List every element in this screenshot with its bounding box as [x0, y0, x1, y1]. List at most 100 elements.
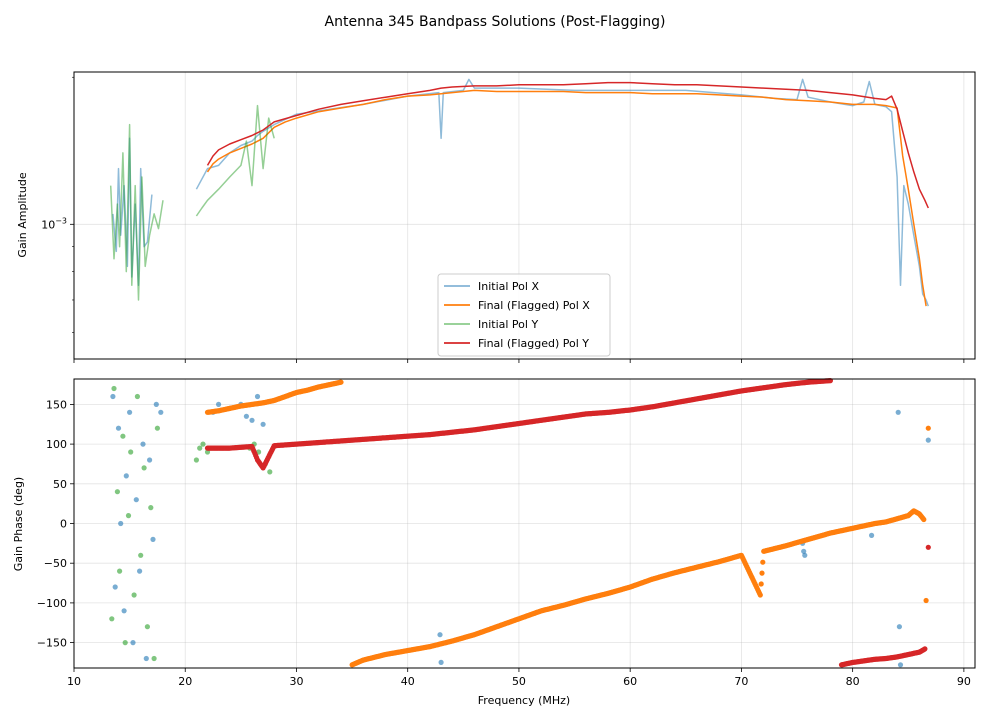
phase-y-label: Gain Phase (deg) [12, 477, 25, 571]
legend-label-initial-pol-y: Initial Pol Y [478, 318, 538, 331]
phase-point [896, 624, 903, 630]
phase-point [757, 592, 763, 598]
phase-point [117, 568, 123, 574]
phase-point [114, 489, 120, 495]
phase-point [260, 421, 266, 427]
phase-scatter-initial-pol-x [110, 393, 931, 668]
phase-point [193, 457, 199, 463]
phase-xtick-label-70: 70 [734, 675, 748, 688]
phase-point [130, 640, 136, 646]
phase-point [134, 393, 140, 400]
phase-point [925, 437, 931, 443]
phase-point [144, 624, 150, 630]
phase-ytick-label-100: 100 [46, 438, 67, 451]
phase-point [438, 659, 444, 666]
phase-point [760, 559, 766, 565]
phase-point [150, 536, 156, 543]
phase-point [133, 497, 139, 503]
phase-point [925, 425, 931, 431]
amplitude-line-initial-pol-y [109, 104, 275, 301]
legend-label-final-flagged-pol-y: Final (Flagged) Pol Y [478, 337, 589, 350]
phase-point [118, 520, 124, 527]
figure-title: Antenna 345 Bandpass Solutions (Post-Fla… [325, 14, 666, 30]
amplitude-y-label: Gain Amplitude [16, 172, 29, 257]
phase-x-label: Frequency (MHz) [478, 694, 570, 707]
phase-point [141, 465, 147, 471]
amplitude-axes-frame [73, 71, 976, 360]
phase-point [111, 385, 117, 392]
phase-point [869, 532, 875, 539]
phase-point [148, 505, 154, 511]
phase-point [140, 441, 146, 447]
phase-point [112, 584, 118, 590]
phase-point [137, 568, 143, 574]
phase-point [127, 409, 133, 415]
phase-panel: 10 20 30 40 50 60 70 80 90 −150 −100 −50 0 50 100 150 G… [12, 378, 976, 707]
phase-scatter-final-flagged-pol-y [204, 378, 931, 668]
phase-point [338, 379, 344, 385]
phase-xtick-label-90: 90 [957, 675, 971, 688]
phase-point [147, 457, 153, 463]
phase-point [895, 409, 901, 415]
phase-xtick-label-60: 60 [623, 675, 637, 688]
phase-point [115, 425, 122, 431]
phase-point [897, 662, 904, 668]
phase-point [204, 449, 211, 455]
phase-point [128, 449, 134, 455]
phase-ytick-label-50: 50 [53, 478, 67, 491]
phase-point [200, 441, 206, 447]
amplitude-line-final-flagged-pol-y [206, 81, 929, 209]
phase-series-group [109, 378, 931, 668]
phase-point [759, 570, 765, 576]
phase-xtick-label-80: 80 [846, 675, 860, 688]
phase-point [158, 409, 164, 415]
phase-point [151, 655, 157, 662]
legend-box [437, 273, 611, 357]
legend-label-initial-pol-x: Initial Pol X [478, 280, 539, 293]
phase-point [923, 597, 929, 604]
phase-axes-frame [73, 378, 976, 669]
phase-point [249, 417, 255, 423]
phase-point [123, 473, 129, 479]
phase-point [801, 548, 807, 554]
phase-point [758, 581, 764, 587]
phase-ytick-label-150: 150 [46, 398, 67, 411]
phase-point [921, 516, 927, 523]
amplitude-series-group [109, 78, 930, 307]
phase-point [197, 445, 203, 451]
phase-point [922, 646, 928, 652]
phase-point [254, 393, 261, 400]
legend: Initial Pol X Final (Flagged) Pol X Initia… [437, 273, 611, 357]
phase-point [216, 401, 222, 407]
amplitude-grid [73, 72, 975, 359]
phase-point [125, 513, 132, 519]
phase-point [122, 640, 128, 646]
phase-scatter-final-flagged-pol-x [204, 379, 931, 668]
phase-point [267, 469, 273, 475]
phase-ytick-label-0: 0 [60, 518, 67, 531]
phase-point [925, 544, 931, 550]
amplitude-line-final-flagged-pol-x [206, 89, 927, 307]
phase-xtick-label-50: 50 [512, 675, 526, 688]
phase-ytick-label--100: −100 [37, 597, 67, 610]
phase-point [131, 592, 137, 598]
legend-label-final-flagged-pol-x: Final (Flagged) Pol X [478, 299, 590, 312]
phase-point [121, 608, 127, 614]
phase-xtick-label-10: 10 [67, 675, 81, 688]
phase-point [120, 433, 126, 439]
phase-point [437, 632, 443, 638]
phase-point [243, 413, 249, 419]
phase-point [110, 393, 116, 400]
phase-point [143, 655, 149, 662]
phase-xtick-label-20: 20 [178, 675, 192, 688]
phase-point [109, 616, 115, 622]
phase-point [154, 425, 160, 431]
phase-xtick-label-40: 40 [401, 675, 415, 688]
phase-xtick-label-30: 30 [289, 675, 303, 688]
phase-point [138, 552, 144, 558]
phase-point [802, 552, 808, 558]
phase-ytick-label--50: −50 [44, 557, 67, 570]
phase-scatter-initial-pol-y [109, 385, 273, 662]
